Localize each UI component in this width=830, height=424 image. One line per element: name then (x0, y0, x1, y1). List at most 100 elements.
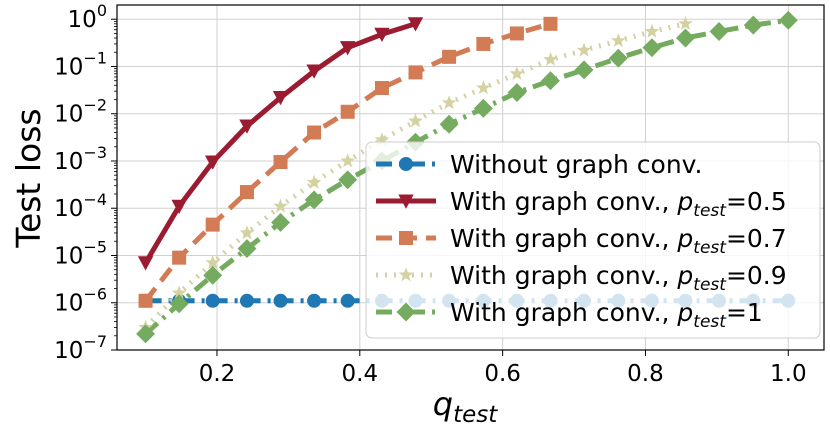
legend-label-symbol: p (676, 224, 693, 253)
legend-label-value: =0.7 (726, 224, 787, 253)
data-point (306, 64, 322, 79)
y-tick-label: 10−1 (54, 48, 107, 80)
data-point (676, 28, 695, 48)
data-point (441, 95, 457, 110)
data-point (340, 293, 355, 308)
y-tick-label: 10−4 (54, 190, 107, 222)
legend-label-text: With graph conv., (450, 261, 677, 290)
data-point (239, 185, 254, 200)
data-point (608, 48, 628, 68)
legend-label-subscript: test (693, 275, 727, 295)
data-point (273, 293, 288, 308)
data-point (307, 125, 322, 140)
y-tick-base: 10 (54, 243, 83, 269)
y-tick-exponent: −1 (83, 48, 107, 67)
x-tick-label: 1.0 (770, 361, 807, 387)
data-point (205, 217, 220, 232)
data-point (203, 265, 223, 285)
legend-label: Without graph conv. (450, 150, 702, 179)
x-ticks: 0.2 0.4 0.6 0.8 1.0 (199, 350, 807, 387)
data-point (398, 267, 414, 282)
y-tick-exponent: −3 (83, 143, 107, 162)
legend-label-symbol: p (676, 187, 693, 216)
x-axis-label-sub: test (453, 402, 498, 424)
data-point (442, 49, 457, 64)
x-tick-label: 0.2 (199, 361, 236, 387)
data-point (399, 231, 413, 245)
legend-label-text: With graph conv., (450, 298, 677, 327)
legend-label: With graph conv., ptest=0.7 (450, 224, 787, 258)
data-point (374, 81, 389, 96)
data-point (509, 26, 524, 41)
legend-label: With graph conv., ptest=0.5 (450, 187, 787, 221)
data-point (709, 22, 729, 41)
legend-label: With graph conv., ptest=1 (450, 298, 763, 332)
y-tick-base: 10 (68, 7, 97, 33)
plot-frame (116, 4, 825, 351)
data-point (408, 65, 423, 80)
data-point (642, 38, 662, 58)
legend: Without graph conv.With graph conv., pte… (365, 141, 821, 339)
y-tick-base: 10 (54, 102, 83, 128)
data-point (338, 170, 358, 190)
legend-label-symbol: p (676, 261, 693, 290)
x-tick-label: 0.4 (342, 361, 379, 387)
y-tick-base: 10 (54, 149, 83, 175)
data-point (778, 10, 798, 30)
data-point (237, 239, 257, 259)
data-point (340, 104, 355, 119)
data-point (576, 42, 592, 57)
y-tick-base: 10 (54, 338, 83, 364)
legend-label-text: Without graph conv. (450, 150, 702, 179)
x-tick-label: 0.8 (627, 361, 664, 387)
data-point (304, 190, 324, 210)
legend-label-subscript: test (693, 238, 727, 258)
data-point (137, 256, 154, 271)
y-tick-base: 10 (54, 54, 83, 80)
legend-frame (365, 141, 821, 339)
legend-label-value: =1 (726, 298, 763, 327)
data-point (476, 36, 491, 51)
data-point (171, 199, 187, 214)
legend-label-subscript: test (693, 312, 727, 332)
y-tick-base: 10 (54, 291, 83, 317)
y-tick-label: 10−2 (54, 96, 107, 128)
legend-label-subscript: test (693, 201, 727, 221)
data-point (543, 16, 558, 31)
x-tick-label: 0.6 (484, 361, 521, 387)
legend-label-value: =0.9 (726, 261, 787, 290)
data-point (611, 33, 626, 47)
legend-label-text: With graph conv., (450, 224, 677, 253)
y-tick-base: 10 (54, 196, 83, 222)
y-tick-exponent: −7 (83, 332, 107, 351)
y-tick-exponent: −6 (83, 285, 107, 304)
legend-label: With graph conv., ptest=0.9 (450, 261, 787, 295)
legend-label-symbol: p (676, 298, 693, 327)
data-point (307, 293, 322, 308)
y-tick-label: 10−7 (54, 332, 107, 364)
data-point (574, 60, 594, 80)
data-point (204, 155, 221, 170)
data-point (339, 41, 356, 56)
data-point (473, 98, 493, 118)
y-tick-label: 10−3 (54, 143, 107, 175)
data-point (399, 157, 413, 171)
data-point (239, 119, 255, 134)
data-point (543, 51, 558, 66)
data-point (743, 15, 763, 35)
data-point (171, 285, 187, 300)
data-point (172, 250, 187, 265)
data-point (273, 155, 288, 170)
data-point (169, 294, 189, 314)
data-point (398, 194, 414, 209)
data-point (407, 17, 424, 32)
data-point (239, 293, 254, 308)
data-point (644, 23, 660, 38)
data-point (271, 213, 290, 232)
y-tick-exponent: −4 (83, 190, 107, 209)
y-tick-exponent: 0 (97, 1, 107, 20)
data-point (509, 66, 525, 80)
y-tick-label: 10−6 (54, 285, 107, 317)
data-point (541, 71, 560, 91)
